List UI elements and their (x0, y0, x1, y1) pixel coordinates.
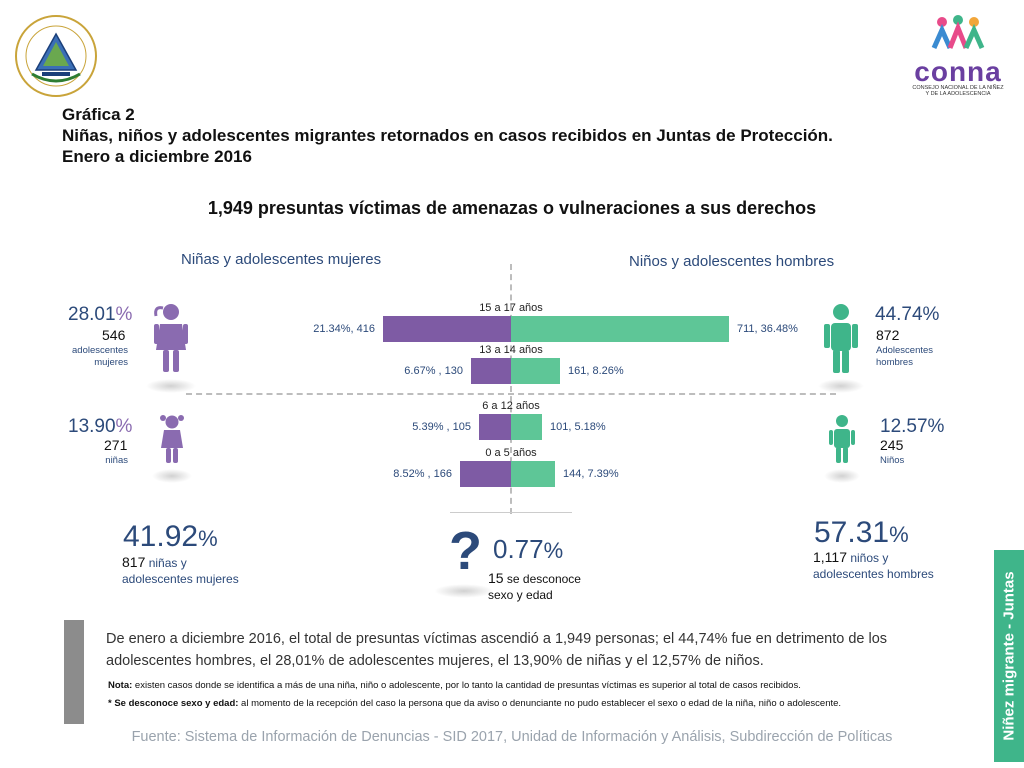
ninas-count: 271 (104, 437, 128, 453)
conna-logo: conna CONSEJO NACIONAL DE LA NIÑEZ Y DE … (908, 14, 1008, 97)
section-divider (186, 393, 836, 395)
unknown-total-label: 15 se desconoce sexo y edad (488, 570, 581, 602)
bar-male-label: 161, 8.26% (568, 365, 624, 377)
adol-mujeres-count: 546 (102, 327, 126, 343)
ninas-label: niñas (105, 455, 128, 466)
note-2: * Se desconoce sexo y edad: al momento d… (108, 698, 842, 709)
right-heading: Niños y adolescentes hombres (629, 253, 835, 270)
chart-title: Niñas, niños y adolescentes migrantes re… (62, 126, 833, 145)
boy-icon (824, 414, 860, 483)
graph-label: Gráfica 2 (62, 105, 135, 124)
ninas-percent: 13.90% (68, 416, 133, 437)
left-heading: Niñas y adolescentes mujeres (181, 251, 382, 268)
bar-female (471, 358, 511, 384)
bar-female-label: 8.52% , 166 (393, 468, 452, 480)
adolescent-boy-icon (818, 302, 864, 393)
conna-figures-icon (931, 15, 985, 50)
bar-female (479, 414, 511, 440)
conna-subtitle-1: CONSEJO NACIONAL DE LA NIÑEZ (912, 85, 1004, 91)
paragraph-accent-bar (64, 620, 84, 724)
bar-male (511, 414, 542, 440)
male-total-percent: 57.31% (814, 516, 909, 549)
question-mark-icon: ? (449, 521, 482, 581)
conna-subtitle-2: Y DE LA ADOLESCENCIA (925, 91, 991, 97)
bar-female-label: 6.67% , 130 (404, 365, 463, 377)
bar-female-label: 5.39% , 105 (412, 421, 471, 433)
girl-icon (152, 414, 192, 483)
bar-male (511, 461, 555, 487)
ninos-label: Niños (880, 455, 905, 466)
bar-male-label: 101, 5.18% (550, 421, 606, 433)
conna-wordmark: conna (914, 56, 1002, 87)
female-total-label: 817 niñas y adolescentes mujeres (122, 554, 239, 586)
bar-male-label: 711, 36.48% (737, 323, 798, 335)
adol-hombres-count: 872 (876, 327, 900, 343)
male-total-label: 1,117 niños y adolescentes hombres (813, 549, 934, 581)
chart-period: Enero a diciembre 2016 (62, 147, 252, 166)
ninos-count: 245 (880, 437, 904, 453)
female-total-percent: 41.92% (123, 520, 218, 553)
note-1: Nota: existen casos donde se identifica … (108, 680, 801, 691)
adol-hombres-percent: 44.74% (875, 304, 940, 325)
title-block: Gráfica 2 Niñas, niños y adolescentes mi… (62, 104, 962, 167)
ninos-percent: 12.57% (880, 416, 945, 437)
bar-female (460, 461, 511, 487)
chart-subtitle: 1,949 presuntas víctimas de amenazas o v… (207, 198, 817, 218)
bottom-rule (450, 512, 572, 513)
adol-hombres-label: Adolescentes hombres (876, 345, 934, 368)
bar-male (511, 358, 560, 384)
adol-mujeres-label: adolescentes mujeres (72, 345, 128, 368)
unknown-total-percent: 0.77% (493, 534, 564, 564)
bar-male (511, 316, 729, 342)
bar-female (383, 316, 511, 342)
bar-female-label: 21.34%, 416 (313, 323, 375, 335)
side-section-tag: Niñez migrante - Juntas (994, 550, 1024, 762)
adol-mujeres-percent: 28.01% (68, 304, 133, 325)
adolescent-girl-icon (146, 302, 196, 393)
source-footer: Fuente: Sistema de Información de Denunc… (131, 729, 893, 745)
summary-paragraph: De enero a diciembre 2016, el total de p… (106, 631, 888, 669)
bar-male-label: 144, 7.39% (563, 468, 619, 480)
center-divider (510, 264, 512, 514)
question-shadow (434, 584, 494, 598)
coat-of-arms-logo (14, 14, 98, 98)
